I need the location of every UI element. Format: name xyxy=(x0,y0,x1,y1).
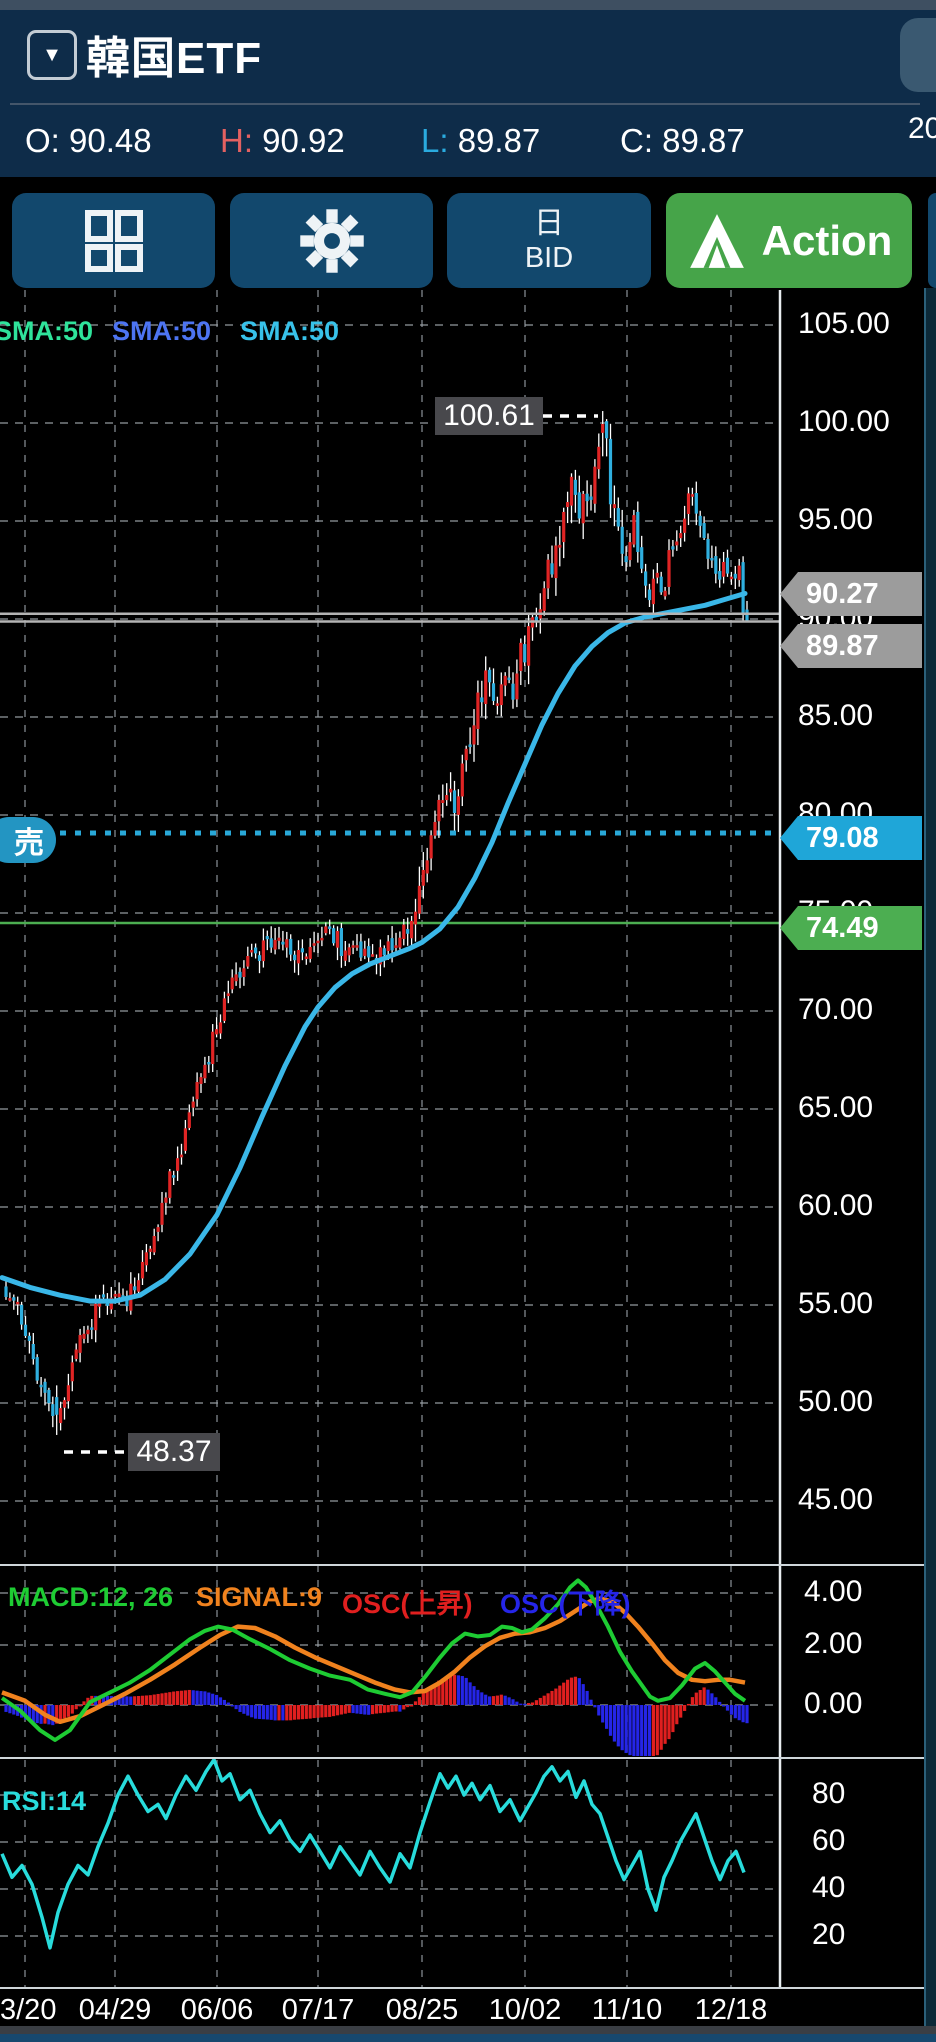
period-label: 日 xyxy=(534,206,564,240)
x-axis-label-08-25: 08/25 xyxy=(385,1994,459,2026)
layout-grid-button[interactable] xyxy=(12,193,215,288)
macd-legend-3: OSC(下降) xyxy=(500,1589,631,1619)
macd-y-label: 0.00 xyxy=(804,1687,863,1720)
x-axis-label-12-18: 12/18 xyxy=(694,1994,768,2026)
ohlc-value: 90.92 xyxy=(262,122,345,159)
x-axis-label-3-20: 3/20 xyxy=(0,1994,57,2026)
y-axis-label: 60.00 xyxy=(798,1189,874,1222)
y-axis-label: 105.00 xyxy=(798,307,890,340)
x-axis-label-11-10: 11/10 xyxy=(591,1994,663,2026)
price-annotation-48.37: 48.37 xyxy=(128,1433,220,1471)
rsi-y-label: 40 xyxy=(812,1871,846,1904)
y-axis-label: 100.00 xyxy=(798,405,890,438)
sell-order-marker[interactable]: 売 xyxy=(0,817,56,863)
y-axis-label: 55.00 xyxy=(798,1287,874,1320)
action-button[interactable]: Action xyxy=(666,193,912,288)
gear-icon xyxy=(299,208,364,273)
y-axis-label: 95.00 xyxy=(798,503,874,536)
macd-y-label: 4.00 xyxy=(804,1575,863,1608)
ohlc-h: H: 90.92 xyxy=(220,122,345,160)
layout-grid-icon xyxy=(84,209,143,272)
sma-legend-2: SMA:50 xyxy=(240,316,340,346)
rsi-y-label: 20 xyxy=(812,1918,846,1951)
header-right-button-clipped[interactable] xyxy=(900,18,936,92)
ohlc-value: 89.87 xyxy=(662,122,745,159)
price-annotation-100.61: 100.61 xyxy=(435,397,543,435)
price-badge-90.27: 90.27 xyxy=(780,572,922,616)
action-label: Action xyxy=(761,216,893,264)
bid-label: BID xyxy=(524,241,574,274)
status-strip xyxy=(0,0,936,10)
ohlc-label: H: xyxy=(220,122,263,159)
y-axis-label: 85.00 xyxy=(798,699,874,732)
ohlc-o: O: 90.48 xyxy=(25,122,152,160)
price-badge-79.08: 79.08 xyxy=(780,816,922,860)
sma-legend-1: SMA:50 xyxy=(112,316,212,346)
ohlc-l: L: 89.87 xyxy=(421,122,540,160)
ohlc-c: C: 89.87 xyxy=(620,122,745,160)
macd-legend-2: OSC(上昇) xyxy=(342,1589,473,1619)
ohlc-label: L: xyxy=(421,122,458,159)
symbol-title: 韓国ETF xyxy=(86,34,263,83)
y-axis-label: 45.00 xyxy=(798,1483,874,1516)
y-axis-label: 65.00 xyxy=(798,1091,874,1124)
y-axis-label: 70.00 xyxy=(798,993,874,1026)
action-mountain-icon xyxy=(689,213,744,268)
rsi-legend: RSI:14 xyxy=(2,1786,87,1816)
macd-legend-1: SIGNAL:9 xyxy=(196,1582,323,1612)
date-fragment: 20 xyxy=(908,112,936,145)
x-axis-label-07-17: 07/17 xyxy=(281,1994,355,2026)
header: ▼ 韓国ETF 20 O: 90.48 H: 90.92 L: 89.87 C: 89… xyxy=(0,10,936,177)
y-axis-label: 50.00 xyxy=(798,1385,874,1418)
bottom-nav-bar xyxy=(0,2034,936,2042)
header-divider xyxy=(10,103,920,105)
bottom-gray-strip xyxy=(0,2026,936,2034)
rsi-y-label: 60 xyxy=(812,1824,846,1857)
ohlc-label: C: xyxy=(620,122,663,159)
macd-legend-0: MACD:12, 26 xyxy=(8,1582,174,1612)
rsi-y-label: 80 xyxy=(812,1777,846,1810)
right-scrollbar-strip[interactable] xyxy=(924,288,936,2026)
toolbar-button-clipped[interactable] xyxy=(928,193,936,288)
chevron-down-icon: ▼ xyxy=(42,43,62,66)
ohlc-value: 89.87 xyxy=(457,122,541,159)
sell-label: 売 xyxy=(14,827,44,860)
price-badge-74.49: 74.49 xyxy=(780,906,922,950)
x-axis-label-10-02: 10/02 xyxy=(488,1994,562,2026)
settings-button[interactable] xyxy=(230,193,433,288)
x-axis-label-04-29: 04/29 xyxy=(78,1994,152,2026)
ohlc-value: 90.48 xyxy=(69,122,152,159)
period-bid-button[interactable]: 日 BID xyxy=(447,193,651,288)
sma-legend-0: SMA:50 xyxy=(0,316,94,346)
x-axis-label-06-06: 06/06 xyxy=(180,1994,254,2026)
macd-y-label: 2.00 xyxy=(804,1627,863,1660)
price-badge-89.87: 89.87 xyxy=(780,624,922,668)
symbol-dropdown-button[interactable]: ▼ xyxy=(27,30,77,80)
ohlc-label: O: xyxy=(25,122,70,159)
